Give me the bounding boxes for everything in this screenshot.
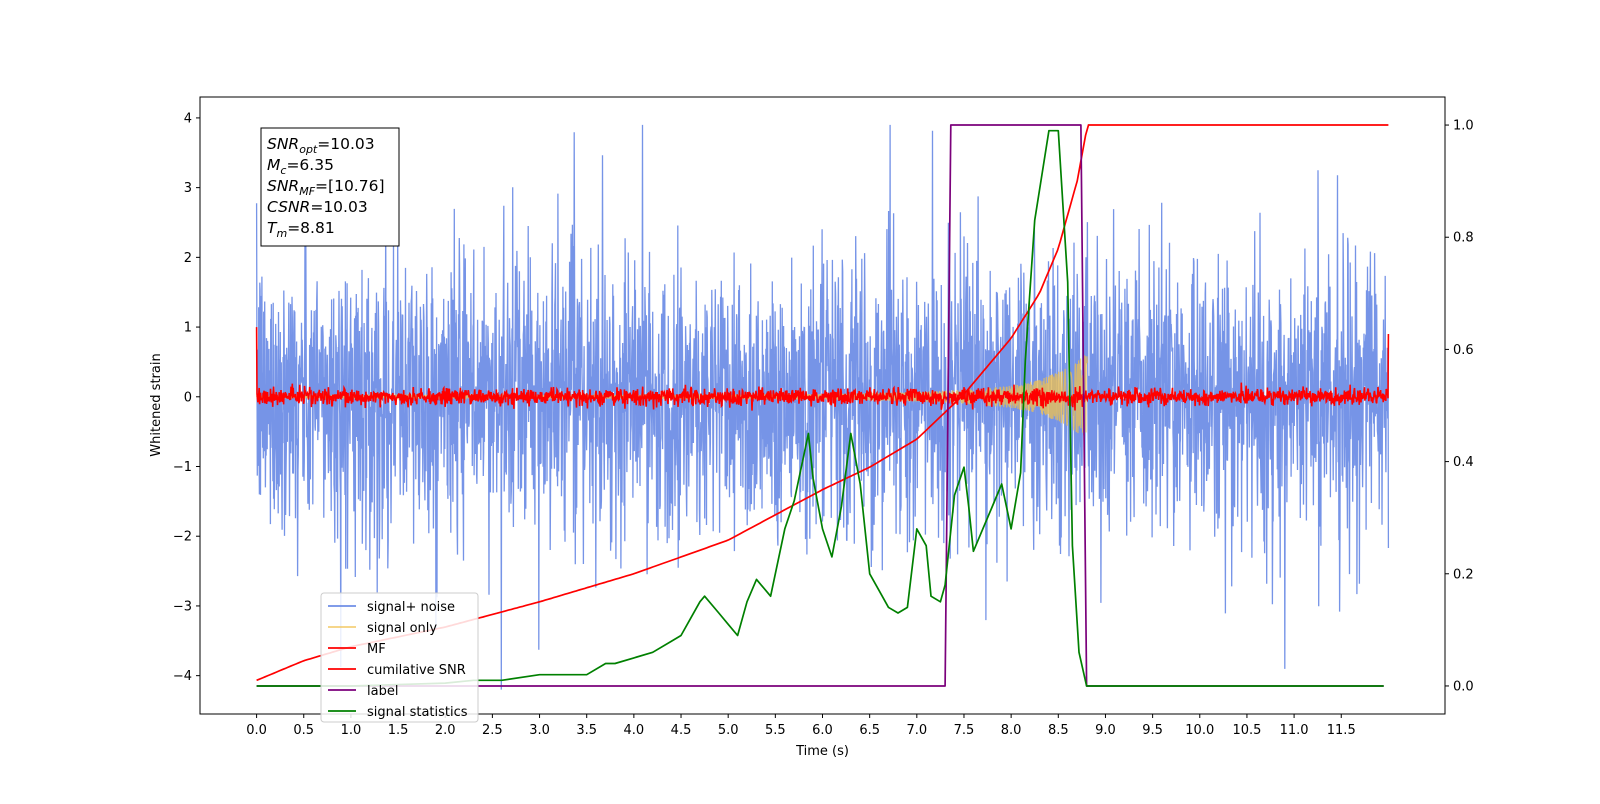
legend-label: signal only [367,621,437,636]
annotation-symbol: CSNR [267,198,310,216]
x-tick-label: 5.0 [718,723,739,738]
annotation-line: Mc=6.35 [267,156,334,177]
x-tick-label: 6.0 [812,723,833,738]
y-left-tick-label: 1 [184,321,192,336]
axes: 0.0 0.5 1.0 1.5 2.0 2.5 3.0 3.5 4.0 4.5 5.0 5.5 6.0 6… [173,111,1474,738]
x-tick-label: 3.0 [529,723,550,738]
legend-label: signal statistics [367,705,468,720]
annotation-subscript: c [280,164,286,177]
annotation-symbol: SNR [267,177,299,195]
x-axis-label: Time (s) [795,744,849,759]
x-tick-label: 5.5 [765,723,786,738]
y-right-tick-label: 0.6 [1453,343,1474,358]
y-left-tick-label: −2 [173,530,192,545]
legend-frame [320,592,479,723]
x-tick-label: 3.5 [576,723,597,738]
x-tick-label: 2.5 [482,723,503,738]
x-tick-label: 8.5 [1048,723,1069,738]
legend-label: label [367,684,398,699]
annotation-value: =10.03 [317,135,374,153]
y-right-tick-label: 0.4 [1453,455,1474,470]
y-left-tick-label: 2 [184,251,192,266]
annotation-subscript: MF [299,185,315,198]
annotation-symbol: SNR [267,135,299,153]
series-signal-noise-line [255,124,1390,690]
x-tick-label: 1.5 [388,723,409,738]
y-right-tick-label: 0.8 [1453,231,1474,246]
y-right-tick-label: 1.0 [1453,119,1474,134]
y-right-tick-label: 0.0 [1453,679,1474,694]
x-tick-label: 2.0 [435,723,456,738]
x-tick-label: 10.0 [1185,723,1214,738]
annotation-line: SNRMF=[10.76] [267,177,385,198]
y-left-tick-label: 3 [184,181,192,196]
x-tick-label: 7.0 [906,723,927,738]
y-left-tick-label: −1 [173,460,192,475]
annotation-symbol: M [267,156,280,174]
y-right-tick-label: 0.2 [1453,567,1474,582]
annotation-symbol: T [267,219,278,237]
y-left-tick-label: −4 [173,669,192,684]
x-tick-label: 11.5 [1327,723,1356,738]
y-axis-label: Whitened strain [149,353,164,456]
series-signal-statistics-line [256,129,1384,687]
y-left-tick-label: 4 [184,111,192,126]
legend-label: signal+ noise [367,600,455,615]
annotation-line: SNRopt=10.03 [267,135,375,156]
legend-label: MF [367,642,386,657]
x-tick-label: 9.5 [1142,723,1163,738]
x-tick-label: 1.0 [341,723,362,738]
annotation-frame [260,127,400,247]
x-tick-label: 9.0 [1095,723,1116,738]
x-tick-label: 11.0 [1280,723,1309,738]
annotation-subscript: opt [299,143,318,156]
annotation-line: Tm=8.81 [267,219,335,240]
annotation-value: =[10.76] [315,177,384,195]
annotation-subscript: m [276,227,287,240]
x-tick-label: 6.5 [859,723,880,738]
x-tick-label: 8.0 [1001,723,1022,738]
y-left-tick-label: 0 [184,390,192,405]
legend-label: cumilative SNR [367,663,466,678]
x-tick-label: 0.5 [293,723,314,738]
x-tick-label: 7.5 [954,723,975,738]
y-left-tick-label: −3 [173,599,192,614]
annotation-value: =6.35 [286,156,334,174]
x-tick-label: 10.5 [1232,723,1261,738]
x-tick-label: 4.5 [671,723,692,738]
x-tick-label: 0.0 [246,723,267,738]
annotation-line: CSNR=10.03 [267,198,368,216]
annotation-value: =8.81 [287,219,335,237]
x-tick-label: 4.0 [624,723,645,738]
annotation-value: =10.03 [310,198,367,216]
annotation-box: SNRopt=10.03Mc=6.35SNRMF=[10.76]CSNR=10.… [260,127,400,247]
legend: signal+ noise signal only MF cumilative SNR… [320,592,479,723]
series-mf-line [255,327,1390,411]
